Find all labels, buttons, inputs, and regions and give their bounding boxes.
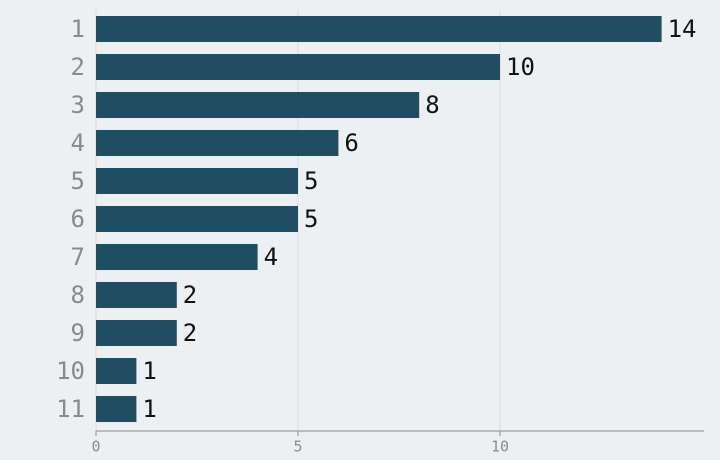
bar — [96, 320, 177, 346]
value-label: 5 — [304, 205, 318, 233]
value-label: 1 — [142, 357, 156, 385]
y-tick-label: 1 — [71, 15, 85, 43]
y-tick-label: 10 — [56, 357, 85, 385]
y-tick-label: 3 — [71, 91, 85, 119]
bar — [96, 168, 298, 194]
value-label: 10 — [506, 53, 535, 81]
x-tick-label: 10 — [491, 438, 509, 456]
bar — [96, 206, 298, 232]
bar — [96, 16, 662, 42]
y-tick-label: 11 — [56, 395, 85, 423]
value-label: 8 — [425, 91, 439, 119]
bar — [96, 130, 339, 156]
value-label: 14 — [668, 15, 697, 43]
bar — [96, 54, 500, 80]
bar — [96, 244, 258, 270]
value-label: 1 — [142, 395, 156, 423]
y-tick-label: 4 — [71, 129, 85, 157]
bar — [96, 282, 177, 308]
bar — [96, 92, 420, 118]
bar — [96, 396, 137, 422]
value-label: 5 — [304, 167, 318, 195]
y-tick-label: 8 — [71, 281, 85, 309]
y-tick-label: 5 — [71, 167, 85, 195]
x-tick-label: 0 — [91, 438, 100, 456]
x-tick-label: 5 — [293, 438, 302, 456]
y-tick-label: 9 — [71, 319, 85, 347]
y-tick-label: 6 — [71, 205, 85, 233]
value-label: 6 — [344, 129, 358, 157]
value-label: 2 — [183, 281, 197, 309]
y-tick-label: 7 — [71, 243, 85, 271]
value-label: 2 — [183, 319, 197, 347]
y-tick-label: 2 — [71, 53, 85, 81]
bar — [96, 358, 137, 384]
value-label: 4 — [264, 243, 278, 271]
